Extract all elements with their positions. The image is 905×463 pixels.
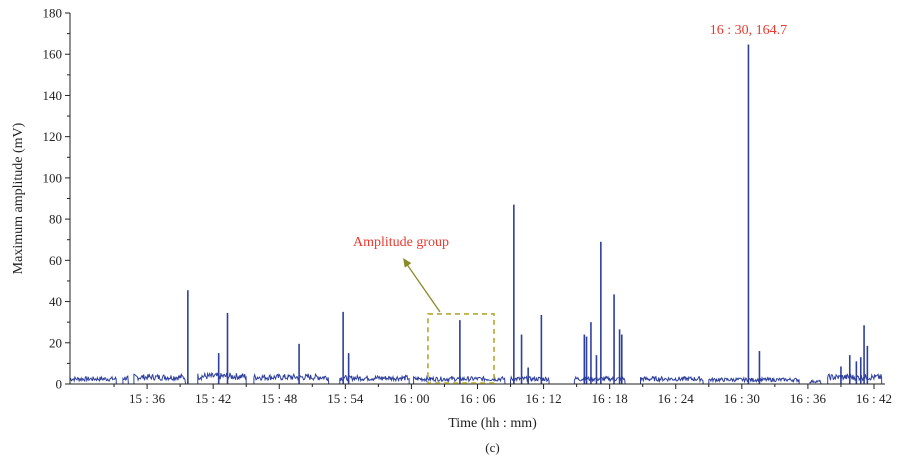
annotations: 16 : 30, 164.7 Amplitude group	[353, 23, 787, 384]
baseline-segment	[640, 375, 704, 385]
y-tick-label: 0	[56, 377, 63, 392]
baseline-segment	[573, 375, 626, 385]
x-tick-label: 15 : 36	[129, 391, 166, 406]
baseline-segment	[510, 375, 550, 385]
baseline-segment	[122, 375, 129, 385]
x-tick-label: 16 : 24	[658, 391, 695, 406]
baseline-segment	[339, 373, 410, 385]
x-tick-label: 15 : 48	[261, 391, 297, 406]
y-tick-label: 120	[43, 129, 63, 144]
amplitude-group-arrow	[405, 262, 441, 313]
y-tick-label: 100	[43, 170, 63, 185]
x-tick-label: 16 : 36	[790, 391, 827, 406]
baseline-segment	[69, 375, 117, 385]
x-tick-label: 16 : 42	[856, 391, 892, 406]
y-tick-label: 60	[49, 253, 62, 268]
amplitude-group-box	[427, 313, 495, 384]
y-axis-title: Maximum amplitude (mV)	[11, 122, 26, 274]
x-tick-label: 15 : 42	[195, 391, 231, 406]
baseline-segment	[809, 379, 822, 385]
x-tick-label: 16 : 06	[459, 391, 496, 406]
x-tick-label: 15 : 54	[327, 391, 364, 406]
x-ticks: 15 : 36 15 : 42 15 : 48 15 : 54 16 : 00 16 : …	[113, 384, 892, 406]
peak-annotation: 16 : 30, 164.7	[710, 23, 787, 38]
y-tick-label: 80	[49, 212, 62, 227]
y-tick-label: 140	[43, 88, 63, 103]
y-tick-label: 40	[49, 294, 62, 309]
x-tick-label: 16 : 00	[393, 391, 429, 406]
figure-caption: (c)	[485, 440, 499, 455]
baseline-segment	[197, 371, 247, 385]
y-tick-label: 180	[43, 6, 63, 21]
x-tick-label: 16 : 12	[526, 391, 562, 406]
baseline-segment	[133, 372, 187, 385]
baseline-segment	[708, 375, 800, 384]
x-axis-title: Time (hh : mm)	[448, 416, 537, 431]
x-tick-label: 16 : 30	[724, 391, 760, 406]
baseline-segment	[827, 373, 883, 385]
amplitude-group-arrow-head	[403, 258, 412, 268]
amplitude-group-label: Amplitude group	[353, 235, 449, 250]
baseline-segment	[253, 372, 330, 385]
y-ticks: 0 20 40 60 80 100 120 140 160 180	[43, 6, 70, 392]
series-layer	[69, 44, 883, 385]
y-tick-label: 20	[49, 335, 62, 350]
axes-layer	[69, 13, 885, 385]
x-tick-label: 16 : 18	[592, 391, 628, 406]
y-tick-label: 160	[43, 47, 63, 62]
